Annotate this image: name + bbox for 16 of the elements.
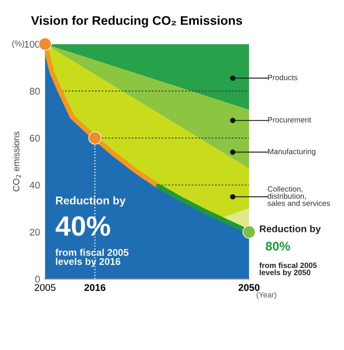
annotation: 40% [56,216,110,236]
y-tick-label: 60 [30,134,40,142]
text: (%) [12,40,24,48]
x-tick-label: 2050 [238,284,260,291]
y-tick-label: 20 [30,228,40,236]
annotation: from fiscal 2005 levels by 2016 [55,248,128,267]
y-tick-label: 0 [35,276,40,283]
text: 80% [266,242,290,251]
x-tick-label: 2016 [84,284,106,291]
chart-title: Vision for Reducing CO₂ Emissions [31,16,242,28]
y-tick-label: 80 [30,88,40,95]
y-tick-label: 40 [30,182,40,189]
y-axis-title: CO$_{2}$ emissions [12,132,21,192]
text: Reduction by [260,225,321,234]
annotation: Reduction by [56,196,126,207]
x-tick-label: 2005 [34,284,56,291]
